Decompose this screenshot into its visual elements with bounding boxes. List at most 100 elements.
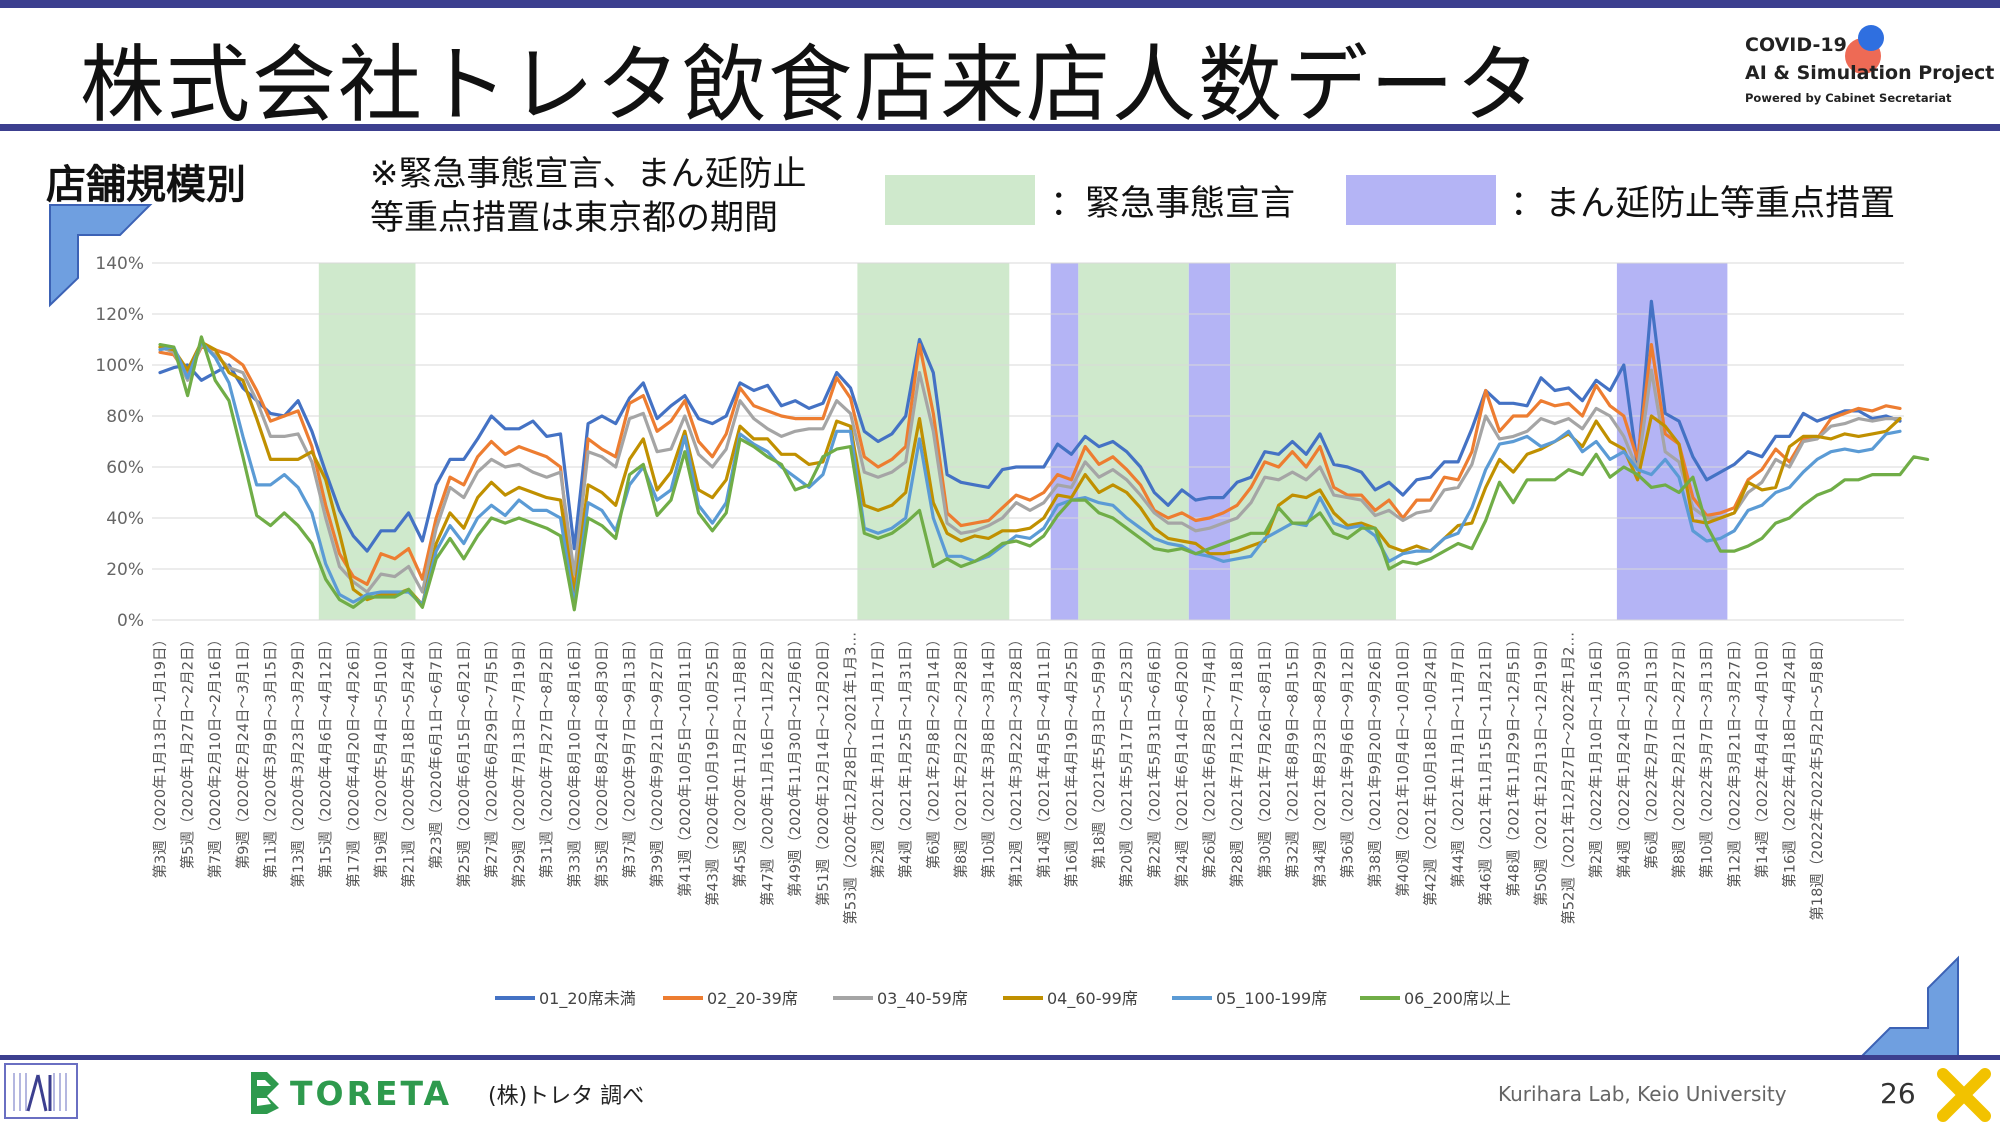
legend-label: 01_20席未満 — [539, 989, 636, 1009]
x-tick-label: 第10週（2022年3月7日～3月13日） — [1698, 632, 1716, 878]
lab-logo — [4, 1063, 78, 1119]
grid-lines — [152, 262, 1904, 621]
x-tick-label: 第2週（2022年1月10日～1月16日） — [1587, 632, 1605, 878]
emergency-band — [1078, 263, 1189, 620]
x-tick-label: 第8週（2022年2月21日～2月27日） — [1670, 632, 1688, 878]
manbo-legend-swatch — [1346, 175, 1496, 225]
manbo-legend-label: ：まん延防止等重点措置 — [1510, 184, 1896, 224]
x-tick-label: 第8週（2021年2月22日～2月28日） — [952, 632, 970, 878]
x-tick-label: 第31週（2020年7月27日～8月2日） — [538, 632, 556, 878]
x-tick-label: 第14週（2021年4月5日～4月11日） — [1035, 632, 1053, 878]
y-tick-label: 80% — [106, 407, 144, 427]
x-tick-label: 第18週（2022年2022年5月2日～5月8日） — [1808, 632, 1826, 921]
x-tick-label: 第10週（2021年3月8日～3月14日） — [980, 632, 998, 878]
x-tick-label: 第12週（2021年3月22日～3月28日） — [1007, 632, 1025, 888]
x-tick-label: 第36週（2021年9月6日～9月12日） — [1339, 632, 1357, 878]
x-tick-label: 第16週（2022年4月18日～4月24日） — [1781, 632, 1799, 888]
x-tick-label: 第6週（2022年2月7日～2月13日） — [1642, 632, 1660, 869]
x-tick-label: 第50週（2021年12月13日～12月19日） — [1532, 632, 1550, 906]
x-tick-label: 第4週（2022年1月24日～1月30日） — [1615, 632, 1633, 878]
lab-logo-mark — [13, 1073, 67, 1112]
series-line — [158, 343, 1902, 597]
x-tick-label: 第42週（2021年10月18日～10月24日） — [1421, 632, 1439, 906]
x-tick-label: 第5週（2020年1月27日～2月2日） — [179, 632, 197, 869]
y-tick-label: 100% — [95, 356, 144, 376]
period-note-line-2: 等重点措置は東京都の期間 — [370, 198, 778, 238]
series-lines — [158, 299, 1930, 612]
x-tick-label: 第27週（2020年6月29日～7月5日） — [482, 632, 500, 878]
series-line — [158, 340, 1902, 607]
toreta-mark-icon — [251, 1072, 279, 1114]
x-tick-label: 第21週（2020年5月18日～5月24日） — [400, 632, 418, 888]
emergency-legend-swatch — [885, 175, 1035, 225]
page-number: 26 — [1880, 1077, 1916, 1110]
x-tick-label: 第40週（2021年10月4日～10月10日） — [1394, 632, 1412, 897]
x-tick-label: 第43週（2020年10月19日～10月25日） — [703, 632, 721, 906]
emergency-legend-label: ：緊急事態宣言 — [1050, 184, 1296, 224]
x-tick-label: 第38週（2021年9月20日～9月26日） — [1366, 632, 1384, 888]
x-tick-label: 第22週（2021年5月31日～6月6日） — [1145, 632, 1163, 878]
series-line — [158, 299, 1902, 553]
x-tick-label: 第35週（2020年8月24日～8月30日） — [593, 632, 611, 888]
y-tick-label: 20% — [106, 560, 144, 580]
x-tick-label: 第49週（2020年11月30日～12月6日） — [786, 632, 804, 897]
x-tick-label: 第26週（2021年6月28日～7月4日） — [1201, 632, 1219, 878]
lab-credit: Kurihara Lab, Keio University — [1498, 1082, 1787, 1106]
x-tick-label: 第23週（2020年6月1日～6月7日） — [427, 632, 445, 869]
series-line — [158, 343, 1902, 594]
x-tick-label: 第6週（2021年2月8日～2月14日） — [924, 632, 942, 869]
x-tick-label: 第41週（2020年10月5日～10月11日） — [676, 632, 694, 897]
x-tick-label: 第7週（2020年2月10日～2月16日） — [206, 632, 224, 878]
source-note: (株)トレタ 調べ — [488, 1084, 645, 1109]
x-tick-label: 第53週（2020年12月28日～2021年1月3… — [841, 632, 859, 925]
series-line — [158, 335, 1930, 612]
period-note: ※緊急事態宣言、まん延防止 等重点措置は東京都の期間 — [370, 152, 807, 240]
legend-label: 05_100-199席 — [1216, 989, 1327, 1009]
x-tick-label: 第16週（2021年4月19日～4月25日） — [1062, 632, 1080, 888]
x-tick-label: 第32週（2021年8月9日～8月15日） — [1283, 632, 1301, 878]
emergency-band — [318, 263, 416, 620]
x-tick-label: 第11週（2020年3月9日～3月15日） — [261, 632, 279, 878]
y-tick-label: 60% — [106, 458, 144, 478]
legend-label: 06_200席以上 — [1404, 989, 1511, 1009]
x-tick-label: 第19週（2020年5月4日～5月10日） — [372, 632, 390, 878]
top-frame-bar — [0, 0, 2000, 8]
section-subtitle: 店舗規模別 — [46, 162, 246, 208]
x-tick-label: 第46週（2021年11月15日～11月21日） — [1477, 632, 1495, 906]
toreta-logo: TORETA — [245, 1068, 455, 1116]
x-tick-label: 第18週（2021年5月3日～5月9日） — [1090, 632, 1108, 869]
x-tick-label: 第4週（2021年1月25日～1月31日） — [897, 632, 915, 878]
x-tick-label: 第45週（2020年11月2日～11月8日） — [731, 632, 749, 888]
x-tick-label: 第33週（2020年8月10日～8月16日） — [565, 632, 583, 888]
x-tick-label: 第28週（2021年7月12日～7月18日） — [1228, 632, 1246, 888]
x-tick-label: 第25週（2020年6月15日～6月21日） — [455, 632, 473, 888]
logo-blue-dot — [1858, 25, 1884, 51]
y-tick-label: 0% — [117, 611, 144, 631]
x-tick-label: 第17週（2020年4月20日～4月26日） — [344, 632, 362, 888]
x-tick-label: 第29週（2020年7月13日～7月19日） — [510, 632, 528, 888]
logo-line-2: AI & Simulation Project — [1745, 62, 1995, 84]
logo-line-1: COVID-19 — [1745, 34, 1847, 56]
corner-arrow-top-left — [49, 204, 153, 308]
covid-project-logo: COVID-19 AI & Simulation Project Powered… — [1745, 25, 1994, 113]
x-tick-label: 第3週（2020年1月13日～1月19日） — [151, 632, 169, 878]
x-tick-label: 第12週（2022年3月21日～3月27日） — [1725, 632, 1743, 888]
x-tick-label: 第14週（2022年4月4日～4月10日） — [1753, 632, 1771, 878]
title-divider-bar — [0, 124, 2000, 131]
x-mark-icon — [1935, 1066, 1993, 1124]
x-tick-label: 第34週（2021年8月23日～8月29日） — [1311, 632, 1329, 888]
x-tick-label: 第39週（2020年9月21日～9月27日） — [648, 632, 666, 888]
footer-divider-bar — [0, 1055, 2000, 1060]
x-tick-label: 第24週（2021年6月14日～6月20日） — [1173, 632, 1191, 888]
x-tick-label: 第52週（2021年12月27日～2022年1月2… — [1560, 632, 1578, 925]
manbo-band — [1050, 263, 1079, 620]
x-tick-label: 第37週（2020年9月7日～9月13日） — [621, 632, 639, 878]
manbo-band — [1188, 263, 1231, 620]
x-tick-label: 第44週（2021年11月1日～11月7日） — [1449, 632, 1467, 888]
x-tick-label: 第15週（2020年4月6日～4月12日） — [317, 632, 335, 878]
x-tick-label: 第47週（2020年11月16日～11月22日） — [759, 632, 777, 906]
y-tick-label: 140% — [95, 254, 144, 274]
period-note-line-1: ※緊急事態宣言、まん延防止 — [370, 154, 807, 194]
y-axis-ticks: 0% 20% 40% 60% 80% 100% 120% 140% — [95, 254, 144, 631]
